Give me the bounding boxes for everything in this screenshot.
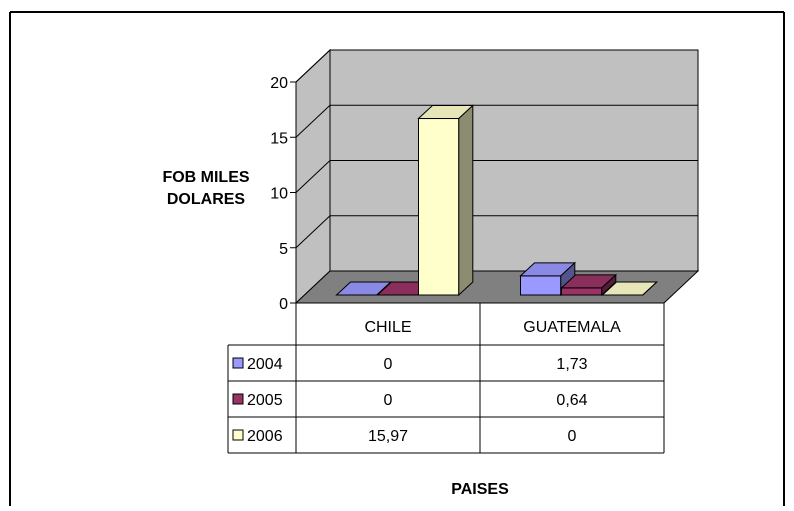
legend-label-2004: 2004 xyxy=(247,356,283,373)
bar-side xyxy=(642,281,658,296)
y-tick-label: 5 xyxy=(279,241,288,258)
data-label: 0 xyxy=(384,356,393,373)
data-label: 0 xyxy=(384,392,393,409)
data-label: 1,73 xyxy=(556,356,587,373)
data-label: 15,97 xyxy=(368,428,408,445)
legend-swatch-2005 xyxy=(232,393,244,405)
y-axis-title-line: FOB MILES xyxy=(162,169,249,186)
bars xyxy=(335,104,659,297)
x-axis-title: PAISES xyxy=(451,481,509,498)
bar-front xyxy=(561,287,603,296)
table-header-guatemala: GUATEMALA xyxy=(523,319,621,336)
bar-2004-guatemala xyxy=(519,261,577,297)
gridline xyxy=(295,49,698,83)
data-label: 0,64 xyxy=(556,392,587,409)
legend-swatch-2006 xyxy=(232,429,244,441)
data-table: CHILE GUATEMALA 2004 0 1,73 2005 0 0,64 2006 15,9… xyxy=(227,303,665,454)
gridlines xyxy=(295,49,698,249)
bar-2006-chile xyxy=(417,104,475,297)
gridline xyxy=(295,104,698,138)
bar-front xyxy=(520,275,562,296)
bar-front xyxy=(418,118,460,296)
plot-walls xyxy=(294,48,700,305)
axis-titles: FOB MILES DOLARES PAISES xyxy=(162,169,509,498)
y-tick-label: 20 xyxy=(270,75,288,92)
legend-label-2006: 2006 xyxy=(247,428,283,445)
table-header-chile: CHILE xyxy=(364,319,411,336)
gridline xyxy=(295,215,698,249)
y-tick-label: 0 xyxy=(279,296,288,313)
legend-label-2005: 2005 xyxy=(247,392,283,409)
data-label: 0 xyxy=(568,428,577,445)
y-tick-label: 10 xyxy=(270,186,288,203)
y-axis: 0 5 10 15 20 xyxy=(270,75,297,313)
gridline xyxy=(295,160,698,193)
bar-2006-guatemala xyxy=(601,281,659,296)
chart-frame xyxy=(9,11,785,506)
y-axis-title-line: DOLARES xyxy=(167,191,246,208)
bar-2005-guatemala xyxy=(560,273,618,297)
bar-side xyxy=(458,104,474,297)
legend-swatch-2004 xyxy=(232,357,244,369)
y-tick-label: 15 xyxy=(270,130,288,147)
